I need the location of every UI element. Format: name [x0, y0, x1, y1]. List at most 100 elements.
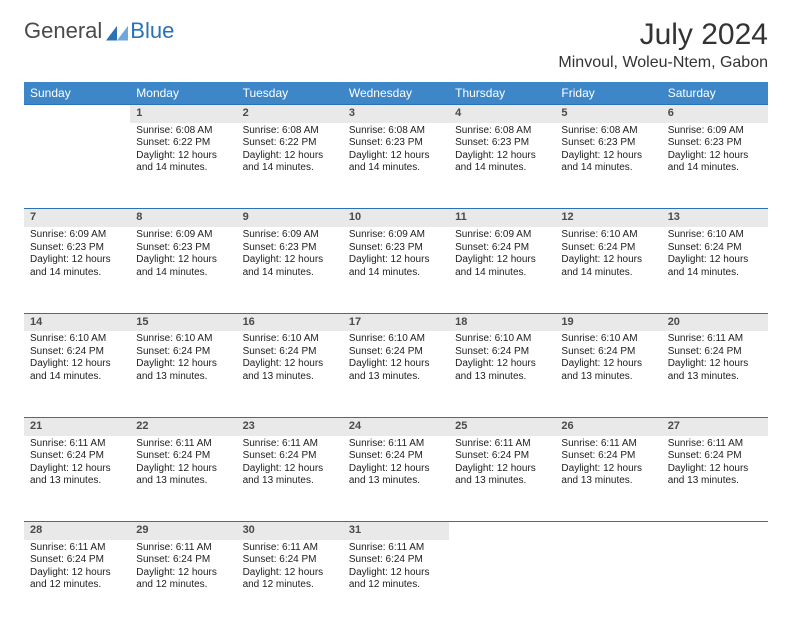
day-cell: Sunrise: 6:10 AMSunset: 6:24 PMDaylight:… — [343, 331, 449, 389]
daylight-text: Daylight: 12 hours and 14 minutes. — [30, 254, 124, 279]
sunrise-text: Sunrise: 6:11 AM — [349, 438, 443, 451]
day-body-cell: Sunrise: 6:09 AMSunset: 6:23 PMDaylight:… — [24, 227, 130, 313]
weekday-header: Wednesday — [343, 82, 449, 105]
empty-day-number — [555, 522, 661, 540]
weekday-header: Friday — [555, 82, 661, 105]
day-body-cell: Sunrise: 6:11 AMSunset: 6:24 PMDaylight:… — [130, 436, 236, 522]
day-number: 14 — [24, 313, 130, 331]
daylight-text: Daylight: 12 hours and 14 minutes. — [243, 254, 337, 279]
day-body-cell: Sunrise: 6:10 AMSunset: 6:24 PMDaylight:… — [555, 227, 661, 313]
sunset-text: Sunset: 6:24 PM — [243, 554, 337, 567]
sunrise-text: Sunrise: 6:10 AM — [136, 333, 230, 346]
day-number: 30 — [237, 522, 343, 540]
sunset-text: Sunset: 6:24 PM — [30, 450, 124, 463]
empty-day-number — [449, 522, 555, 540]
day-cell: Sunrise: 6:11 AMSunset: 6:24 PMDaylight:… — [237, 436, 343, 494]
empty-day-number — [662, 522, 768, 540]
day-body-cell: Sunrise: 6:09 AMSunset: 6:23 PMDaylight:… — [343, 227, 449, 313]
day-body-cell: Sunrise: 6:08 AMSunset: 6:23 PMDaylight:… — [555, 123, 661, 209]
day-body-cell: Sunrise: 6:11 AMSunset: 6:24 PMDaylight:… — [449, 436, 555, 522]
daylight-text: Daylight: 12 hours and 13 minutes. — [455, 463, 549, 488]
day-cell: Sunrise: 6:11 AMSunset: 6:24 PMDaylight:… — [662, 436, 768, 494]
empty-day-body — [662, 540, 768, 626]
day-cell: Sunrise: 6:11 AMSunset: 6:24 PMDaylight:… — [130, 436, 236, 494]
day-number: 25 — [449, 417, 555, 435]
day-body-row: Sunrise: 6:10 AMSunset: 6:24 PMDaylight:… — [24, 331, 768, 417]
day-number: 18 — [449, 313, 555, 331]
daylight-text: Daylight: 12 hours and 14 minutes. — [668, 150, 762, 175]
sunset-text: Sunset: 6:24 PM — [243, 346, 337, 359]
sunset-text: Sunset: 6:24 PM — [136, 346, 230, 359]
day-cell: Sunrise: 6:10 AMSunset: 6:24 PMDaylight:… — [24, 331, 130, 389]
day-cell: Sunrise: 6:10 AMSunset: 6:24 PMDaylight:… — [130, 331, 236, 389]
day-body-row: Sunrise: 6:11 AMSunset: 6:24 PMDaylight:… — [24, 436, 768, 522]
daylight-text: Daylight: 12 hours and 13 minutes. — [349, 463, 443, 488]
sunset-text: Sunset: 6:23 PM — [349, 242, 443, 255]
daylight-text: Daylight: 12 hours and 13 minutes. — [561, 463, 655, 488]
day-body-cell: Sunrise: 6:11 AMSunset: 6:24 PMDaylight:… — [130, 540, 236, 626]
day-number: 31 — [343, 522, 449, 540]
empty-day-body — [555, 540, 661, 626]
day-body-cell: Sunrise: 6:10 AMSunset: 6:24 PMDaylight:… — [343, 331, 449, 417]
sunset-text: Sunset: 6:22 PM — [136, 137, 230, 150]
day-number: 28 — [24, 522, 130, 540]
daylight-text: Daylight: 12 hours and 14 minutes. — [349, 150, 443, 175]
day-number: 2 — [237, 105, 343, 123]
day-cell: Sunrise: 6:08 AMSunset: 6:23 PMDaylight:… — [449, 123, 555, 181]
day-body-cell: Sunrise: 6:10 AMSunset: 6:24 PMDaylight:… — [449, 331, 555, 417]
day-number: 17 — [343, 313, 449, 331]
sunset-text: Sunset: 6:24 PM — [349, 450, 443, 463]
daylight-text: Daylight: 12 hours and 14 minutes. — [30, 358, 124, 383]
daylight-text: Daylight: 12 hours and 13 minutes. — [136, 463, 230, 488]
location-text: Minvoul, Woleu-Ntem, Gabon — [558, 54, 768, 72]
day-body-cell: Sunrise: 6:10 AMSunset: 6:24 PMDaylight:… — [24, 331, 130, 417]
daylight-text: Daylight: 12 hours and 12 minutes. — [136, 567, 230, 592]
sunrise-text: Sunrise: 6:11 AM — [136, 438, 230, 451]
day-number: 27 — [662, 417, 768, 435]
day-body-cell: Sunrise: 6:10 AMSunset: 6:24 PMDaylight:… — [662, 227, 768, 313]
day-number: 15 — [130, 313, 236, 331]
weekday-header: Sunday — [24, 82, 130, 105]
day-cell: Sunrise: 6:10 AMSunset: 6:24 PMDaylight:… — [662, 227, 768, 285]
day-body-cell: Sunrise: 6:09 AMSunset: 6:23 PMDaylight:… — [662, 123, 768, 209]
sunset-text: Sunset: 6:23 PM — [136, 242, 230, 255]
sunrise-text: Sunrise: 6:09 AM — [349, 229, 443, 242]
daylight-text: Daylight: 12 hours and 12 minutes. — [243, 567, 337, 592]
day-number-row: 123456 — [24, 105, 768, 123]
sunset-text: Sunset: 6:23 PM — [349, 137, 443, 150]
day-body-row: Sunrise: 6:09 AMSunset: 6:23 PMDaylight:… — [24, 227, 768, 313]
day-body-cell: Sunrise: 6:09 AMSunset: 6:24 PMDaylight:… — [449, 227, 555, 313]
sunrise-text: Sunrise: 6:10 AM — [455, 333, 549, 346]
daylight-text: Daylight: 12 hours and 13 minutes. — [30, 463, 124, 488]
sunset-text: Sunset: 6:24 PM — [455, 242, 549, 255]
sunset-text: Sunset: 6:24 PM — [668, 346, 762, 359]
day-cell: Sunrise: 6:09 AMSunset: 6:23 PMDaylight:… — [343, 227, 449, 285]
day-body-cell: Sunrise: 6:11 AMSunset: 6:24 PMDaylight:… — [237, 436, 343, 522]
day-body-row: Sunrise: 6:08 AMSunset: 6:22 PMDaylight:… — [24, 123, 768, 209]
day-cell: Sunrise: 6:08 AMSunset: 6:23 PMDaylight:… — [555, 123, 661, 181]
sunset-text: Sunset: 6:24 PM — [243, 450, 337, 463]
day-number: 3 — [343, 105, 449, 123]
sunset-text: Sunset: 6:24 PM — [349, 554, 443, 567]
daylight-text: Daylight: 12 hours and 14 minutes. — [243, 150, 337, 175]
sunset-text: Sunset: 6:24 PM — [455, 450, 549, 463]
header-bar: General Blue July 2024 Minvoul, Woleu-Nt… — [24, 18, 768, 72]
day-body-cell: Sunrise: 6:10 AMSunset: 6:24 PMDaylight:… — [237, 331, 343, 417]
day-number: 21 — [24, 417, 130, 435]
sunset-text: Sunset: 6:23 PM — [30, 242, 124, 255]
day-number: 12 — [555, 209, 661, 227]
weekday-header: Saturday — [662, 82, 768, 105]
weekday-header-row: SundayMondayTuesdayWednesdayThursdayFrid… — [24, 82, 768, 105]
sunrise-text: Sunrise: 6:11 AM — [30, 438, 124, 451]
empty-day-body — [449, 540, 555, 626]
day-cell: Sunrise: 6:11 AMSunset: 6:24 PMDaylight:… — [555, 436, 661, 494]
daylight-text: Daylight: 12 hours and 13 minutes. — [243, 358, 337, 383]
day-body-cell: Sunrise: 6:11 AMSunset: 6:24 PMDaylight:… — [24, 436, 130, 522]
day-body-cell: Sunrise: 6:09 AMSunset: 6:23 PMDaylight:… — [130, 227, 236, 313]
day-cell: Sunrise: 6:08 AMSunset: 6:23 PMDaylight:… — [343, 123, 449, 181]
sunset-text: Sunset: 6:22 PM — [243, 137, 337, 150]
day-cell: Sunrise: 6:11 AMSunset: 6:24 PMDaylight:… — [237, 540, 343, 598]
day-body-cell: Sunrise: 6:11 AMSunset: 6:24 PMDaylight:… — [555, 436, 661, 522]
daylight-text: Daylight: 12 hours and 13 minutes. — [668, 463, 762, 488]
sunrise-text: Sunrise: 6:10 AM — [30, 333, 124, 346]
